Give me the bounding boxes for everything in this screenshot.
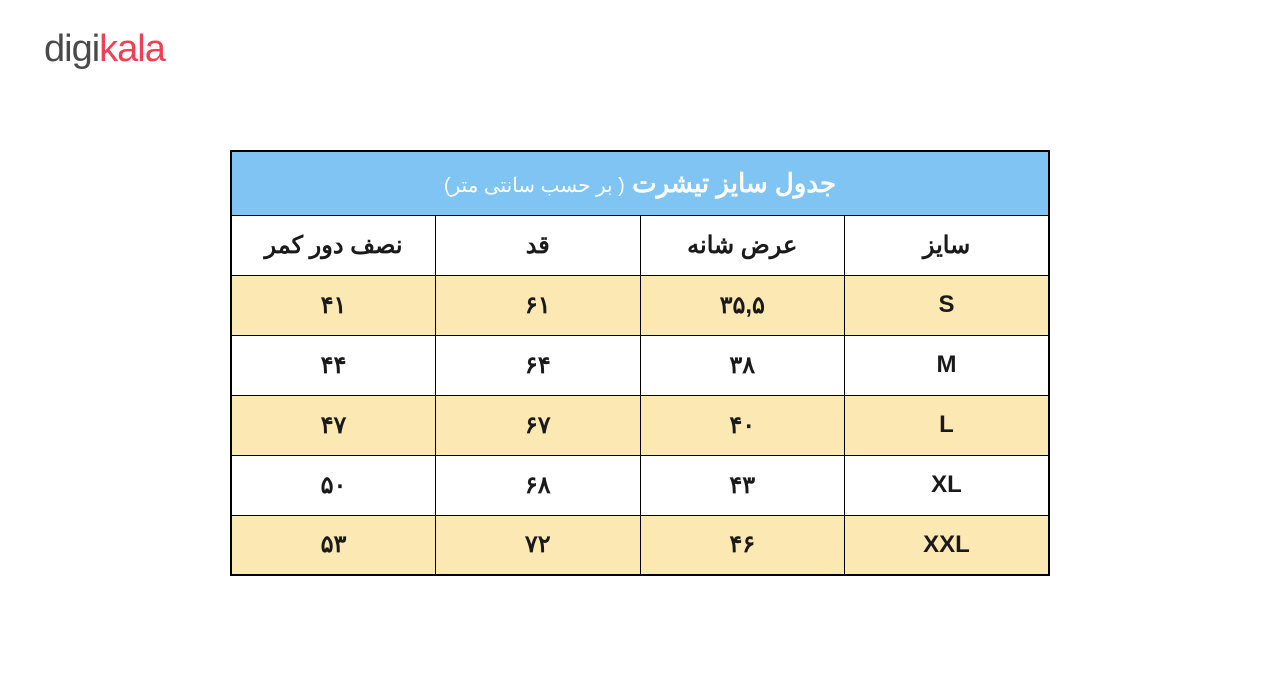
table-header-cell: نصف دور کمر (231, 215, 436, 275)
table-cell: L (845, 395, 1050, 455)
table-cell: ۷۲ (436, 515, 641, 575)
table-cell: ۴۷ (231, 395, 436, 455)
table-cell: ۴۳ (640, 455, 845, 515)
table-cell: ۶۷ (436, 395, 641, 455)
table-title-sub: ( بر حسب سانتی متر) (444, 175, 625, 197)
table-title-main: جدول سایز تیشرت (632, 168, 836, 198)
table-header-row: نصف دور کمر قد عرض شانه سایز (231, 215, 1049, 275)
table-cell: S (845, 275, 1050, 335)
table-cell: ۶۸ (436, 455, 641, 515)
table-title-row: جدول سایز تیشرت ( بر حسب سانتی متر) (231, 151, 1049, 215)
brand-logo: digikala (44, 28, 165, 71)
table-cell: ۴۴ (231, 335, 436, 395)
table-row: ۵۰۶۸۴۳XL (231, 455, 1049, 515)
logo-part1: digi (44, 28, 99, 70)
table-row: ۴۱۶۱۳۵,۵S (231, 275, 1049, 335)
table-cell: ۶۴ (436, 335, 641, 395)
table-cell: ۴۶ (640, 515, 845, 575)
table-cell: ۵۳ (231, 515, 436, 575)
table-title: جدول سایز تیشرت ( بر حسب سانتی متر) (231, 151, 1049, 215)
table-row: ۵۳۷۲۴۶XXL (231, 515, 1049, 575)
table-row: ۴۷۶۷۴۰L (231, 395, 1049, 455)
table-cell: ۵۰ (231, 455, 436, 515)
table-cell: XL (845, 455, 1050, 515)
table-cell: M (845, 335, 1050, 395)
table-header-cell: قد (436, 215, 641, 275)
table-header-cell: عرض شانه (640, 215, 845, 275)
table-header-cell: سایز (845, 215, 1050, 275)
table-cell: ۳۵,۵ (640, 275, 845, 335)
table-body: ۴۱۶۱۳۵,۵S۴۴۶۴۳۸M۴۷۶۷۴۰L۵۰۶۸۴۳XL۵۳۷۲۴۶XXL (231, 275, 1049, 575)
table-cell: ۶۱ (436, 275, 641, 335)
table-row: ۴۴۶۴۳۸M (231, 335, 1049, 395)
table-cell: ۴۱ (231, 275, 436, 335)
table-cell: XXL (845, 515, 1050, 575)
table-cell: ۴۰ (640, 395, 845, 455)
logo-part2: kala (99, 28, 165, 70)
table-cell: ۳۸ (640, 335, 845, 395)
size-chart-container: جدول سایز تیشرت ( بر حسب سانتی متر) نصف … (230, 150, 1050, 576)
size-chart-table: جدول سایز تیشرت ( بر حسب سانتی متر) نصف … (230, 150, 1050, 576)
